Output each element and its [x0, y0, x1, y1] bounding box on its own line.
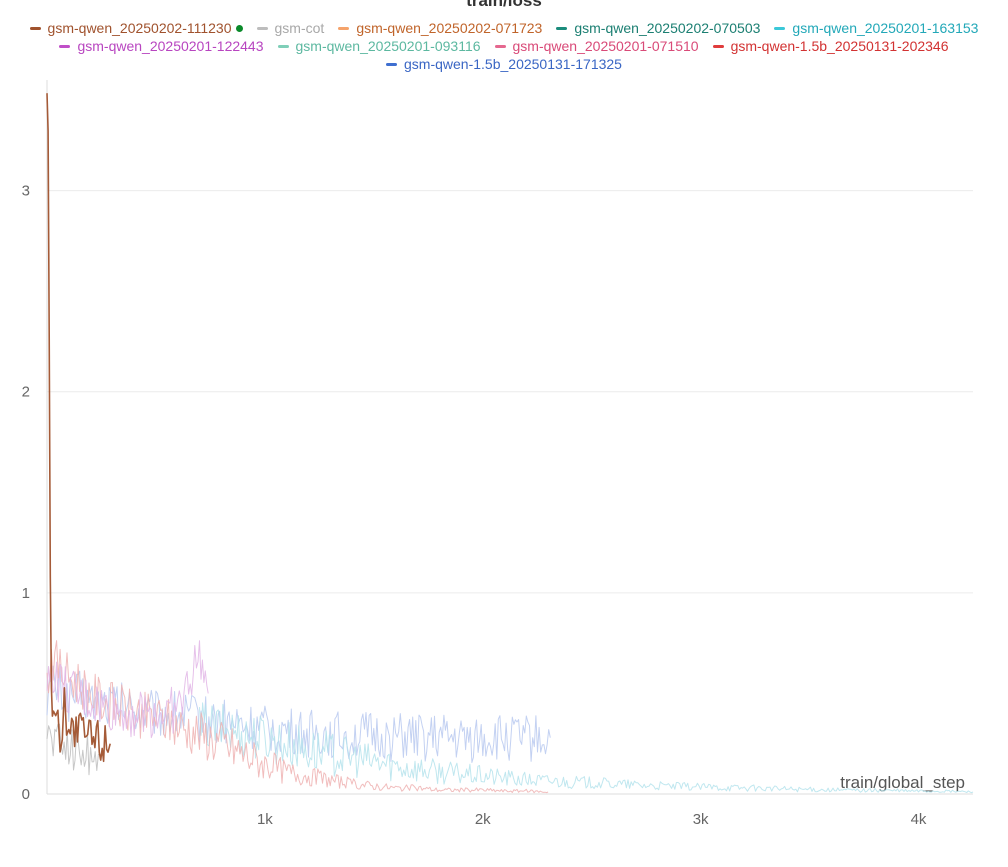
- legend-row: gsm-qwen_20250202-111230 gsm-cot gsm-qwen_…: [0, 19, 1008, 37]
- series-line: [46, 640, 549, 794]
- legend-swatch: [386, 62, 398, 66]
- legend-item[interactable]: gsm-qwen_20250201-093116: [277, 37, 481, 55]
- legend-item[interactable]: gsm-qwen_20250201-122443: [59, 37, 264, 55]
- legend-swatch: [556, 26, 568, 30]
- legend-row: gsm-qwen_20250201-122443 gsm-qwen_2025020…: [0, 37, 1008, 55]
- x-tick-label: 1k: [257, 811, 273, 828]
- legend-item[interactable]: gsm-qwen_20250202-071723: [338, 19, 542, 37]
- legend-label: gsm-qwen_20250202-070503: [574, 20, 761, 36]
- legend-item[interactable]: gsm-qwen_20250202-070503: [556, 19, 760, 37]
- legend-label: gsm-qwen_20250202-111230: [47, 20, 232, 36]
- legend-item[interactable]: gsm-qwen-1.5b_20250131-202346: [712, 37, 949, 55]
- legend-label: gsm-qwen_20250202-071723: [356, 20, 543, 36]
- x-tick-label: 3k: [693, 811, 709, 828]
- series-line: [46, 93, 111, 763]
- legend-item[interactable]: gsm-cot: [256, 19, 325, 37]
- y-tick-label: 2: [22, 384, 30, 401]
- legend-item[interactable]: gsm-qwen_20250201-163153: [774, 19, 978, 37]
- legend: gsm-qwen_20250202-111230 gsm-cot gsm-qwen_…: [0, 19, 1008, 73]
- legend-item[interactable]: gsm-qwen_20250202-111230: [29, 19, 243, 37]
- series-line: [46, 723, 102, 776]
- y-tick-label: 1: [22, 585, 30, 602]
- legend-label: gsm-qwen_20250201-163153: [792, 20, 979, 36]
- legend-label: gsm-qwen-1.5b_20250131-171325: [404, 56, 622, 72]
- series-line: [199, 702, 974, 794]
- x-tick-label: 4k: [911, 811, 927, 828]
- legend-label: gsm-cot: [274, 20, 325, 36]
- legend-swatch: [712, 44, 724, 48]
- legend-swatch: [59, 44, 71, 48]
- legend-item[interactable]: gsm-qwen-1.5b_20250131-171325: [386, 55, 622, 73]
- series-line: [46, 665, 551, 763]
- legend-label: gsm-qwen-1.5b_20250131-202346: [730, 38, 949, 54]
- x-tick-label: 2k: [475, 811, 491, 828]
- legend-label: gsm-qwen_20250201-093116: [295, 38, 481, 54]
- legend-swatch: [494, 44, 506, 48]
- y-tick-label: 0: [22, 786, 30, 803]
- y-tick-label: 3: [22, 183, 30, 200]
- legend-swatch: [277, 44, 289, 48]
- active-run-dot: [235, 24, 243, 32]
- legend-label: gsm-qwen_20250201-122443: [77, 38, 264, 54]
- legend-swatch: [338, 26, 350, 30]
- legend-label: gsm-qwen_20250201-071510: [512, 38, 699, 54]
- x-axis-title: train/global_step: [840, 773, 965, 792]
- chart-title: train/loss: [466, 0, 542, 10]
- legend-item[interactable]: gsm-qwen_20250201-071510: [494, 37, 699, 55]
- legend-swatch: [29, 26, 41, 30]
- legend-swatch: [774, 26, 786, 30]
- legend-swatch: [256, 26, 268, 30]
- series-line: [46, 640, 209, 739]
- legend-row: gsm-qwen-1.5b_20250131-171325: [0, 55, 1008, 73]
